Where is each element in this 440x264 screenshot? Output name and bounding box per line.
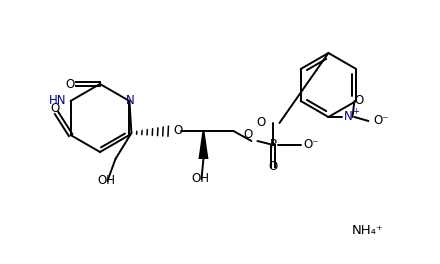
Text: O: O [50, 102, 59, 116]
Text: OH: OH [97, 173, 115, 186]
Text: N: N [126, 95, 135, 107]
Text: O⁻: O⁻ [304, 139, 319, 152]
Text: NH₄⁺: NH₄⁺ [352, 224, 384, 237]
Text: O: O [257, 116, 266, 129]
Text: O: O [66, 78, 75, 91]
Text: HN: HN [49, 95, 66, 107]
Polygon shape [198, 131, 209, 159]
Text: O: O [355, 95, 364, 107]
Text: O: O [269, 159, 278, 172]
Text: O: O [244, 129, 253, 142]
Text: +: + [352, 107, 359, 116]
Text: N: N [344, 111, 353, 124]
Text: O: O [174, 125, 183, 138]
Text: OH: OH [191, 172, 209, 185]
Text: O⁻: O⁻ [374, 115, 389, 128]
Text: P: P [270, 139, 277, 152]
